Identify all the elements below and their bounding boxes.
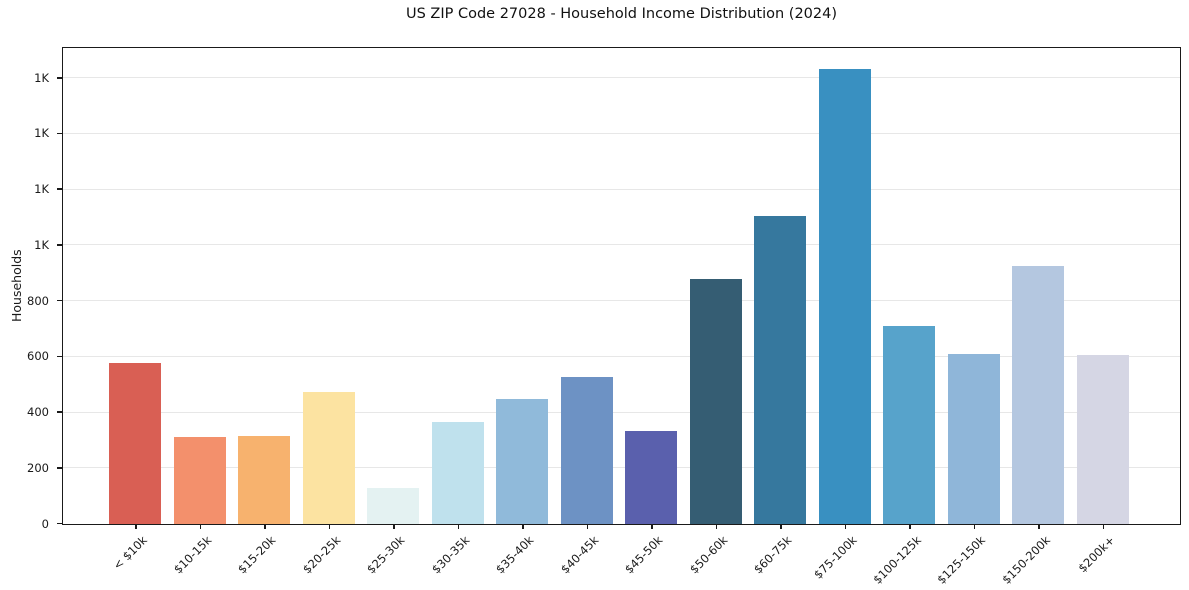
y-tick-label: 0 <box>41 516 49 531</box>
chart-title: US ZIP Code 27028 - Household Income Dis… <box>405 6 838 22</box>
x-tick-label: $200k+ <box>1075 532 1118 575</box>
bar-60-75k <box>754 216 807 524</box>
y-tick-mark <box>57 522 62 525</box>
bar-35-40k <box>496 399 549 524</box>
x-tick-mark <box>844 523 846 529</box>
bar-50-60k <box>689 279 742 524</box>
bar-200k <box>1076 354 1129 524</box>
x-tick-mark <box>973 523 975 529</box>
gridline <box>63 188 1180 190</box>
bar-10k <box>109 362 162 524</box>
y-tick-mark <box>57 244 62 246</box>
y-tick-mark <box>57 299 62 302</box>
x-tick-mark <box>1038 523 1040 529</box>
bar-30-35k <box>431 422 484 524</box>
x-tick-mark <box>135 523 137 529</box>
gridline <box>63 132 1180 134</box>
x-tick-mark <box>199 523 201 529</box>
bar-45-50k <box>625 431 678 524</box>
plot-area <box>62 47 1181 525</box>
x-tick-mark <box>457 523 459 529</box>
bar-10-15k <box>173 437 226 524</box>
x-axis: < $10k $10-15k $15-20k $20-25k $25-30k $30-35… <box>64 523 1180 590</box>
x-tick-mark <box>780 523 782 529</box>
y-tick-label: 200 <box>27 460 49 475</box>
x-tick-label: $25-30k <box>364 532 408 576</box>
x-tick-label: $75-100k <box>810 532 860 582</box>
x-tick-label: $35-40k <box>493 532 537 576</box>
gridline <box>63 300 1180 302</box>
bar-20-25k <box>302 391 355 524</box>
x-tick-label: $50-60k <box>686 532 731 576</box>
x-tick-label: $45-50k <box>622 532 666 576</box>
bar-125-150k <box>947 353 1000 524</box>
x-tick-mark <box>586 523 588 529</box>
y-tick-label: 1K <box>34 237 49 252</box>
y-axis: 0 200 400 600 800 1K 1K 1K 1K <box>0 49 62 531</box>
y-tick-mark <box>57 411 62 413</box>
y-tick-label: 1K <box>34 70 49 85</box>
y-tick-mark <box>57 188 62 190</box>
x-tick-label: $20-25k <box>299 532 344 576</box>
y-tick-mark <box>57 467 62 469</box>
x-tick-label: $15-20k <box>235 532 279 576</box>
x-tick-mark <box>715 523 717 529</box>
x-tick-label: $30-35k <box>428 532 473 576</box>
x-tick-label: $125-150k <box>934 532 989 587</box>
bar-100-125k <box>883 325 936 524</box>
y-tick-label: 600 <box>27 349 49 364</box>
gridline <box>63 244 1180 246</box>
x-tick-label: $10-15k <box>170 532 215 576</box>
bar-15-20k <box>238 435 291 524</box>
x-tick-label: $150-200k <box>998 532 1053 587</box>
gridline <box>63 411 1180 413</box>
x-tick-label: $100-125k <box>869 532 924 587</box>
x-tick-mark <box>651 523 653 529</box>
x-tick-label: < $10k <box>110 532 150 573</box>
y-tick-label: 800 <box>27 293 49 308</box>
gridline <box>63 467 1180 469</box>
y-tick-label: 400 <box>27 405 49 420</box>
bar-40-45k <box>560 377 613 524</box>
x-tick-mark <box>393 523 395 529</box>
y-tick-mark <box>57 77 62 79</box>
x-tick-label: $60-75k <box>751 532 795 576</box>
y-tick-label: 1K <box>34 182 49 197</box>
bar-25-30k <box>367 487 420 524</box>
gridline <box>63 77 1180 79</box>
x-tick-mark <box>909 523 911 529</box>
bar-75-100k <box>818 69 871 524</box>
x-tick-mark <box>522 523 524 529</box>
x-tick-mark <box>328 523 330 529</box>
y-tick-mark <box>57 132 62 135</box>
x-tick-mark <box>1102 523 1104 529</box>
bar-150-200k <box>1012 266 1065 524</box>
x-tick-label: $40-45k <box>557 532 602 576</box>
y-tick-mark <box>57 355 62 358</box>
y-tick-label: 1K <box>34 126 49 141</box>
x-tick-mark <box>264 523 266 529</box>
gridline <box>63 355 1180 357</box>
